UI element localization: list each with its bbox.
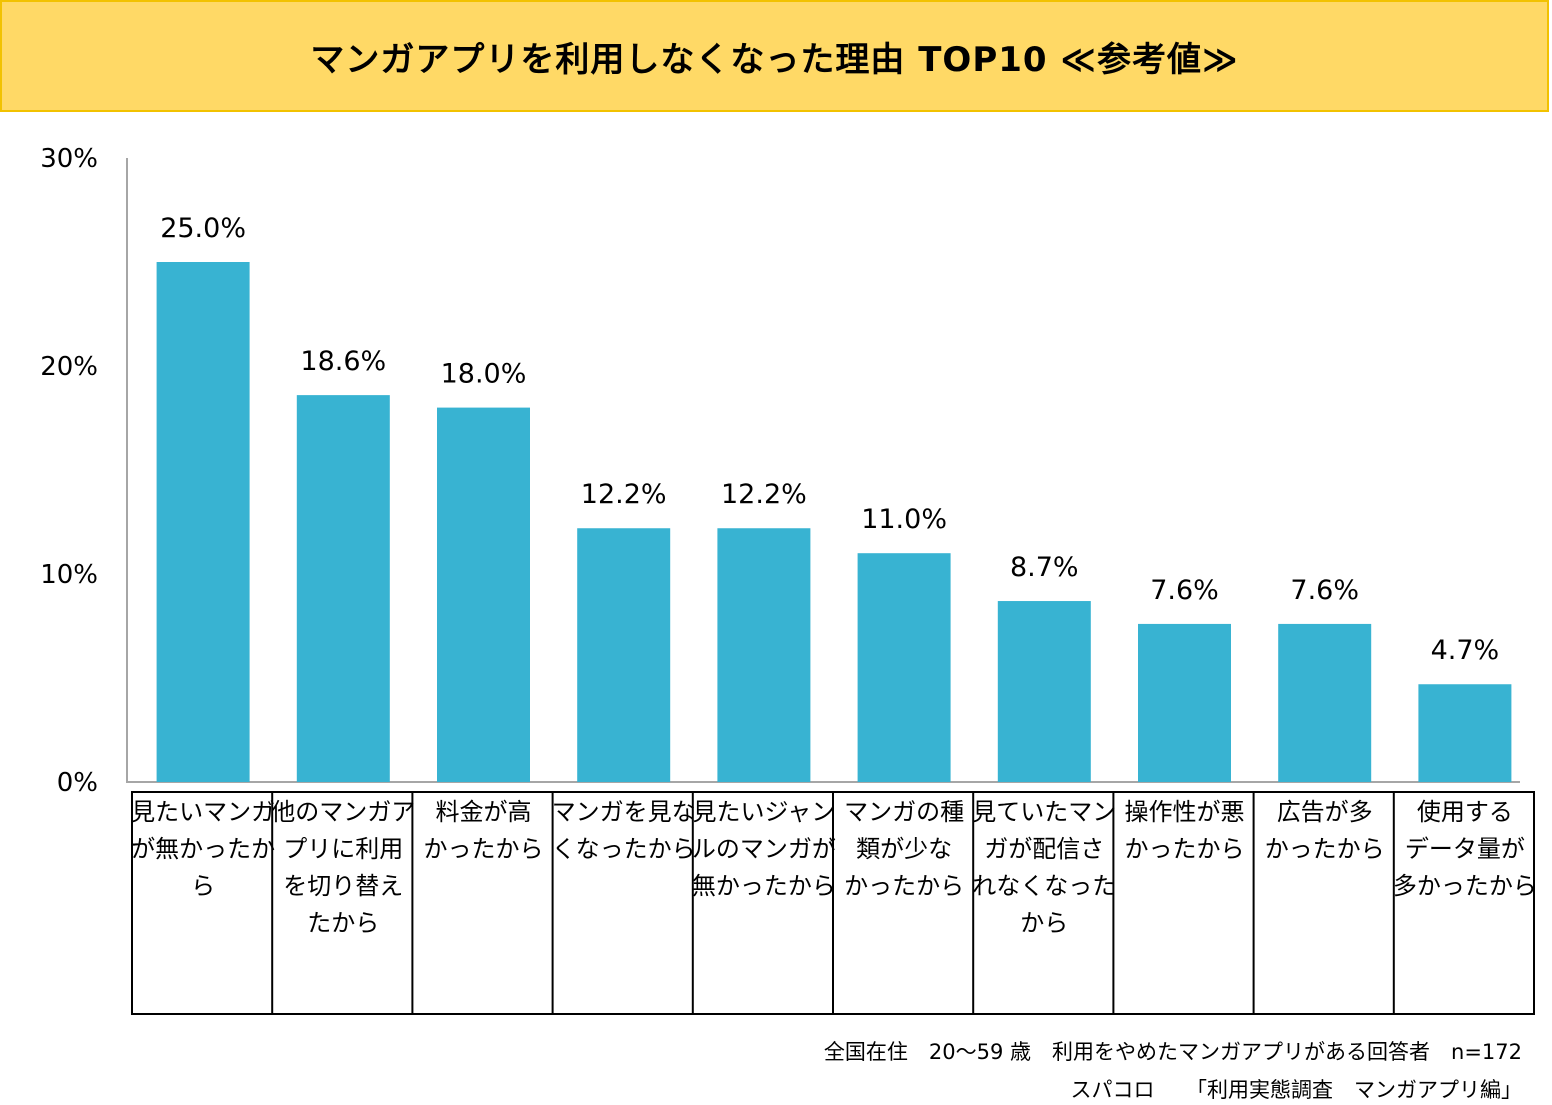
category-label: かったから [1125,835,1245,863]
data-label: 12.2% [581,479,667,510]
category-label: から [1020,909,1068,937]
category-label: かったから [1265,835,1385,863]
category-label: 無かったから [692,872,836,900]
bar [857,553,951,782]
chart-title: マンガアプリを利用しなくなった理由 TOP10 ≪参考値≫ [310,39,1239,80]
bar [1278,623,1372,782]
category-label: 多かったから [1393,872,1537,900]
category-label: かったから [424,835,544,863]
bar [296,395,390,782]
y-tick-label: 0% [57,768,98,798]
footnote-source: スパコロ 「利用実態調査 マンガアプリ編」 [1070,1078,1523,1102]
bar [156,262,250,782]
data-label: 18.0% [441,359,527,390]
data-label: 25.0% [160,213,246,244]
category-label: かったから [844,872,964,900]
category-label: 見ていたマン [972,798,1116,826]
category-label: ガが配信さ [984,835,1104,863]
data-label: 12.2% [721,479,807,510]
category-label: 操作性が悪 [1125,798,1245,826]
category-label: を切り替え [283,872,403,900]
bar [717,528,811,782]
category-label: たから [307,909,379,937]
y-tick-label: 20% [40,352,98,382]
data-label: 4.7% [1431,635,1500,666]
y-tick-label: 30% [40,144,98,174]
category-label: マンガの種 [844,798,964,826]
y-tick-label: 10% [40,560,98,590]
data-label: 7.6% [1290,575,1359,606]
data-label: 7.6% [1150,575,1219,606]
bar [997,601,1091,782]
category-label: ら [191,872,215,900]
category-label: くなったから [552,835,696,863]
category-label: ルのマンガが [692,835,836,863]
bar [1138,623,1231,782]
data-label: 8.7% [1010,552,1079,583]
category-label: 他のマンガア [271,798,415,826]
title-banner: マンガアプリを利用しなくなった理由 TOP10 ≪参考値≫ [0,0,1549,112]
category-label: れなくなった [972,872,1116,900]
category-label: 料金が高 [436,798,532,826]
bar [1418,684,1512,782]
category-label: 見たいジャン [692,798,835,826]
bar [437,407,530,782]
data-label: 18.6% [300,346,386,377]
category-label: 広告が多 [1277,798,1373,826]
category-label: プリに利用 [283,835,403,863]
category-label: 見たいマンガ [131,798,275,826]
category-label: 使用する [1417,798,1513,826]
data-label: 11.0% [861,504,947,535]
category-label: が無かったか [131,835,275,863]
category-label: 類が少な [856,835,952,863]
category-label: マンガを見な [552,798,696,826]
bar [577,528,671,782]
footnote-respondents: 全国在住 20～59 歳 利用をやめたマンガアプリがある回答者 n=172 [823,1040,1522,1064]
category-label: データ量が [1405,835,1525,863]
